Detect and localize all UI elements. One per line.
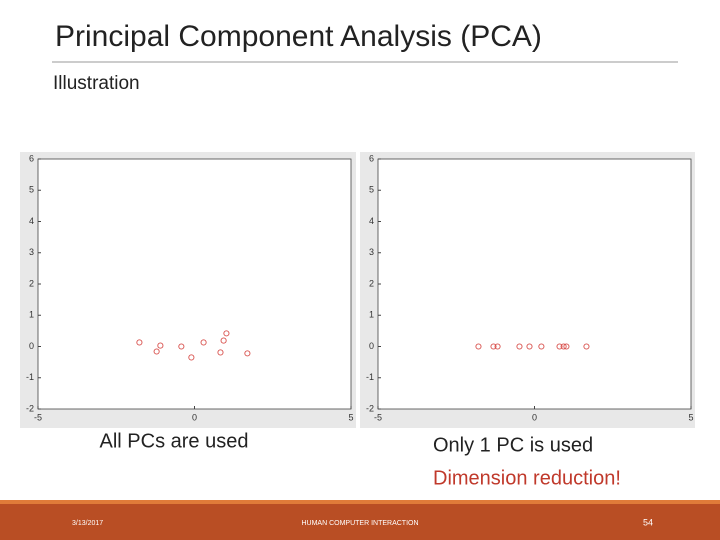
point bbox=[200, 339, 207, 346]
y-tick-label: 5 bbox=[29, 185, 34, 195]
y-tick-label: 6 bbox=[29, 153, 34, 163]
footer-rule bbox=[0, 500, 720, 504]
footer-bar bbox=[0, 504, 720, 540]
y-tick-label: 2 bbox=[369, 278, 374, 288]
y-tick-label: 1 bbox=[369, 310, 374, 320]
y-tick-label: 1 bbox=[29, 310, 34, 320]
y-tick-label: 0 bbox=[369, 341, 374, 351]
y-tick-label: -1 bbox=[366, 372, 374, 382]
y-tick-label: 2 bbox=[29, 278, 34, 288]
point bbox=[223, 330, 230, 337]
y-tick-label: 4 bbox=[369, 216, 374, 226]
point bbox=[217, 349, 224, 356]
x-tick-label: 0 bbox=[532, 412, 537, 422]
footer-page: 54 bbox=[643, 517, 653, 527]
caption: Dimension reduction! bbox=[433, 467, 621, 489]
y-tick-label: 4 bbox=[29, 216, 34, 226]
x-tick-label: -5 bbox=[374, 412, 382, 422]
x-tick-label: 5 bbox=[348, 412, 353, 422]
point bbox=[178, 343, 185, 350]
point bbox=[490, 343, 497, 350]
y-tick-label: -1 bbox=[26, 372, 34, 382]
point bbox=[563, 343, 570, 350]
slide-title: Principal Component Analysis (PCA) bbox=[55, 20, 542, 53]
y-tick-label: 6 bbox=[369, 153, 374, 163]
x-tick-label: 5 bbox=[688, 412, 693, 422]
caption: Only 1 PC is used bbox=[433, 434, 593, 456]
plot-area bbox=[37, 158, 352, 410]
x-tick-label: 0 bbox=[192, 412, 197, 422]
y-tick-label: 0 bbox=[29, 341, 34, 351]
y-tick-label: 5 bbox=[369, 185, 374, 195]
plot-area bbox=[377, 158, 692, 410]
y-tick-label: -2 bbox=[366, 403, 374, 413]
point bbox=[583, 343, 590, 350]
footer-date: 3/13/2017 bbox=[72, 520, 103, 527]
x-tick-label: -5 bbox=[34, 412, 42, 422]
point bbox=[538, 343, 545, 350]
point bbox=[188, 354, 195, 361]
point bbox=[244, 350, 251, 357]
point bbox=[136, 339, 143, 346]
point bbox=[157, 342, 164, 349]
y-tick-label: 3 bbox=[369, 247, 374, 257]
y-tick-label: -2 bbox=[26, 403, 34, 413]
point bbox=[560, 343, 567, 350]
caption: All PCs are used bbox=[100, 430, 249, 452]
point bbox=[556, 343, 563, 350]
point bbox=[220, 337, 227, 344]
point bbox=[153, 348, 160, 355]
y-tick-label: 3 bbox=[29, 247, 34, 257]
subtitle: Illustration bbox=[53, 73, 140, 94]
point bbox=[494, 343, 501, 350]
footer-center: HUMAN COMPUTER INTERACTION bbox=[301, 520, 418, 527]
point bbox=[526, 343, 533, 350]
point bbox=[475, 343, 482, 350]
point bbox=[516, 343, 523, 350]
